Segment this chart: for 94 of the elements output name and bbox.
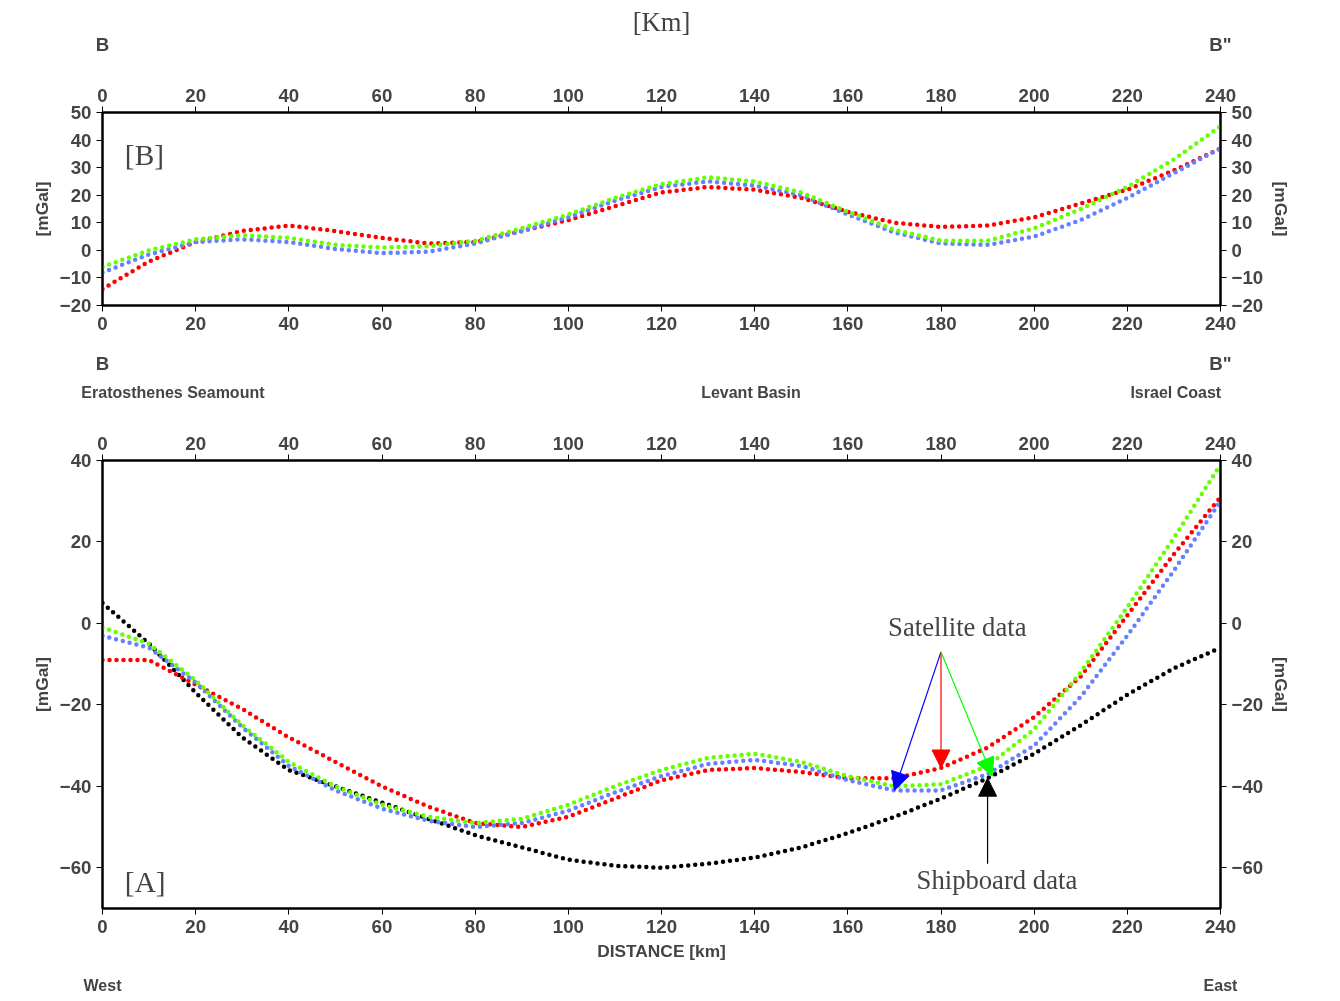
y2-tick-label: −60 [1231,857,1264,879]
x2-tick-label: 160 [832,312,864,334]
x-tick-label: 220 [1111,432,1143,454]
y-tick-label: 40 [70,450,92,471]
y-tick-label: 30 [70,157,92,179]
y-tick-label: 0 [81,239,92,261]
x-tick-label: 180 [925,432,957,454]
y2-tick-label: 30 [1231,157,1253,179]
x-tick-label: 80 [464,432,486,454]
x2-tick-label: 80 [464,915,486,937]
y2-tick-label: 0 [1231,612,1242,634]
y-tick-label: 20 [70,184,92,206]
text: B" [1209,33,1232,55]
y2-tick-label: 20 [1231,184,1253,206]
x-tick-label: 40 [278,84,300,106]
y-tick-label: 20 [70,531,92,553]
x2-tick-label: 160 [832,915,864,937]
x-tick-label: 200 [1018,432,1050,454]
y-tick-label: −20 [59,295,92,316]
x2-tick-label: 60 [371,312,393,334]
x2-tick-label: 200 [1018,312,1050,334]
annotation: [A] [124,865,166,898]
x-tick-label: 140 [739,84,771,106]
y2-axis-title: [mGal] [1271,181,1292,237]
text: B [95,353,110,375]
x2-tick-label: 100 [552,312,584,334]
x-tick-label: 0 [97,432,108,454]
y2-tick-label: 20 [1231,531,1253,553]
x-tick-label: 20 [185,432,207,454]
y2-tick-label: 10 [1231,212,1253,234]
text: East [1203,977,1239,994]
x2-tick-label: 0 [97,312,108,334]
x2-tick-label: 0 [97,915,108,937]
x-tick-label: 200 [1018,84,1050,106]
y2-tick-label: 40 [1231,129,1253,151]
y-axis-title: [mGal] [31,181,52,237]
x2-tick-label: 220 [1111,915,1143,937]
x2-tick-label: 140 [739,915,771,937]
y-tick-label: −60 [59,857,92,879]
x-tick-label: 220 [1111,84,1143,106]
x2-tick-label: 120 [645,312,678,334]
text: B" [1209,353,1232,375]
x-tick-label: 100 [552,432,584,454]
y-tick-label: 50 [70,102,92,123]
y-tick-label: 10 [70,212,92,234]
x-tick-label: 180 [925,84,957,106]
text: Levant Basin [701,383,801,401]
x2-tick-label: 180 [925,915,957,937]
y-tick-label: 0 [81,612,92,634]
y-tick-label: −40 [59,775,92,797]
x2-tick-label: 240 [1204,915,1237,937]
y2-axis-title: [mGal] [1271,657,1292,712]
x2-tick-label: 220 [1111,312,1143,334]
y2-tick-label: 0 [1231,239,1242,261]
line-series [102,124,1221,270]
x2-tick-label: 20 [185,915,207,937]
x-tick-label: 160 [832,432,864,454]
text: Eratosthenes Seamount [81,383,266,401]
annotation: Shipboard data [916,864,1078,895]
y-tick-label: −20 [59,694,92,716]
x2-tick-label: 100 [552,915,584,937]
x-tick-label: 0 [97,84,108,106]
x2-tick-label: 180 [925,312,957,334]
x2-tick-label: 120 [645,915,678,937]
y-tick-label: −10 [59,267,92,289]
x2-tick-label: 60 [371,915,393,937]
x2-tick-label: 40 [278,915,300,937]
x-tick-label: 60 [371,84,393,106]
y2-tick-label: −10 [1231,267,1264,289]
y2-tick-label: −20 [1231,694,1264,716]
x2-tick-label: 40 [278,312,300,334]
text: B [95,33,110,55]
x2-tick-label: 200 [1018,915,1050,937]
x2-tick-label: 80 [464,312,486,334]
x-tick-label: 120 [645,432,678,454]
x-tick-label: 160 [832,84,864,106]
x-tick-label: 20 [185,84,207,106]
y-axis-title: [mGal] [31,657,52,712]
annotation: [B] [124,138,164,171]
annotation: Satellite data [888,612,1027,643]
text: Israel Coast [1130,383,1222,401]
x-tick-label: 60 [371,432,393,454]
x-tick-label: 80 [464,84,486,106]
text: West [83,977,123,994]
x-axis-title: DISTANCE [km] [597,940,726,961]
x2-tick-label: 140 [739,312,771,334]
y-tick-label: 40 [70,129,92,151]
y2-tick-label: −40 [1231,775,1264,797]
x-tick-label: 100 [552,84,584,106]
x2-tick-label: 20 [185,312,207,334]
x-tick-label: 140 [739,432,771,454]
x-tick-label: 120 [645,84,678,106]
chart-title: [Km] [632,6,691,37]
x-tick-label: 40 [278,432,300,454]
